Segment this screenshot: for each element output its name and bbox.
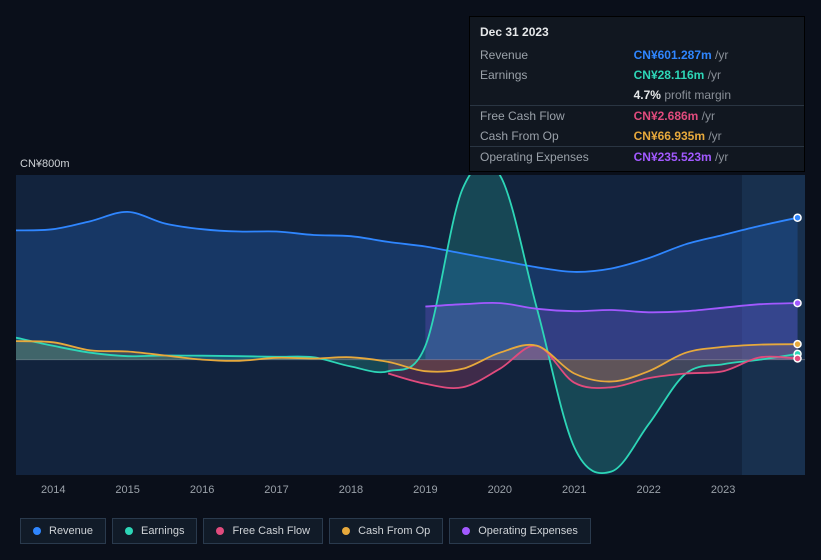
legend-label: Cash From Op — [358, 525, 430, 537]
x-axis-tick: 2018 — [339, 484, 363, 496]
legend: Revenue Earnings Free Cash Flow Cash From O… — [20, 518, 591, 544]
tooltip-row-value: CN¥601.287m /yr — [624, 45, 804, 65]
tooltip-row-value: CN¥28.116m /yr — [624, 65, 804, 85]
legend-dot-icon — [33, 527, 41, 535]
x-axis-tick: 2017 — [264, 484, 288, 496]
tooltip-title: Dec 31 2023 — [470, 17, 804, 45]
legend-label: Free Cash Flow — [232, 525, 310, 537]
chart-svg — [16, 175, 805, 475]
tooltip-row-value: CN¥235.523m /yr — [624, 147, 804, 168]
x-axis-tick: 2014 — [41, 484, 65, 496]
tooltip-row-value: CN¥66.935m /yr — [624, 126, 804, 147]
chart-plot-area[interactable] — [16, 175, 805, 475]
tooltip-row-label: Operating Expenses — [470, 147, 624, 168]
tooltip-row-label: Free Cash Flow — [470, 106, 624, 127]
x-axis: 2014 2015 2016 2017 2018 2019 2020 2021 2022 2023 — [16, 484, 805, 502]
x-axis-tick: 2022 — [636, 484, 660, 496]
x-axis-tick: 2020 — [488, 484, 512, 496]
tooltip-row: Operating ExpensesCN¥235.523m /yr — [470, 147, 804, 168]
x-axis-tick: 2016 — [190, 484, 214, 496]
legend-label: Operating Expenses — [478, 525, 578, 537]
series-end-dot — [794, 341, 801, 348]
series-end-dot — [794, 214, 801, 221]
series-end-dot — [794, 300, 801, 307]
x-axis-tick: 2021 — [562, 484, 586, 496]
legend-item[interactable]: Earnings — [112, 518, 197, 544]
tooltip-row: RevenueCN¥601.287m /yr — [470, 45, 804, 65]
tooltip-row-label: Earnings — [470, 65, 624, 85]
x-axis-tick: 2019 — [413, 484, 437, 496]
legend-dot-icon — [342, 527, 350, 535]
tooltip-row-label — [470, 85, 624, 106]
series-end-dot — [794, 355, 801, 362]
tooltip-row-label: Revenue — [470, 45, 624, 65]
tooltip-row: EarningsCN¥28.116m /yr — [470, 65, 804, 85]
x-axis-tick: 2023 — [711, 484, 735, 496]
legend-item[interactable]: Free Cash Flow — [203, 518, 323, 544]
tooltip-table: RevenueCN¥601.287m /yrEarningsCN¥28.116m… — [470, 45, 804, 167]
legend-label: Revenue — [49, 525, 93, 537]
y-axis-label-max: CN¥800m — [20, 158, 70, 170]
legend-item[interactable]: Cash From Op — [329, 518, 443, 544]
tooltip-row-value: CN¥2.686m /yr — [624, 106, 804, 127]
tooltip-row: 4.7% profit margin — [470, 85, 804, 106]
legend-item[interactable]: Operating Expenses — [449, 518, 591, 544]
legend-dot-icon — [462, 527, 470, 535]
legend-item[interactable]: Revenue — [20, 518, 106, 544]
legend-dot-icon — [216, 527, 224, 535]
legend-dot-icon — [125, 527, 133, 535]
tooltip-row: Cash From OpCN¥66.935m /yr — [470, 126, 804, 147]
legend-label: Earnings — [141, 525, 184, 537]
tooltip-row: Free Cash FlowCN¥2.686m /yr — [470, 106, 804, 127]
series-fill — [425, 303, 797, 360]
x-axis-tick: 2015 — [115, 484, 139, 496]
tooltip-row-value: 4.7% profit margin — [624, 85, 804, 106]
tooltip-row-label: Cash From Op — [470, 126, 624, 147]
tooltip-box: Dec 31 2023 RevenueCN¥601.287m /yrEarnin… — [469, 16, 805, 172]
